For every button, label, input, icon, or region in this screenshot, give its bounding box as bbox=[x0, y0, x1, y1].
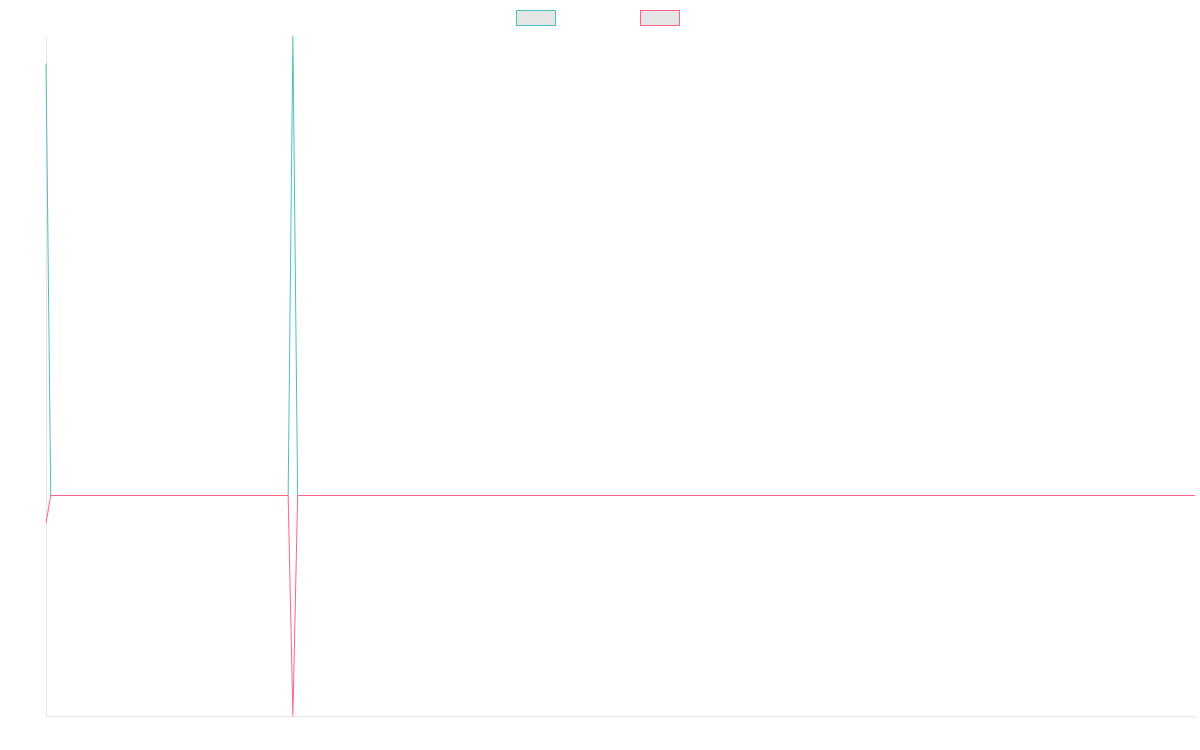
legend-swatch bbox=[640, 10, 680, 26]
series-line bbox=[45, 494, 1195, 717]
series-line bbox=[45, 35, 1195, 496]
legend-swatch bbox=[516, 10, 556, 26]
